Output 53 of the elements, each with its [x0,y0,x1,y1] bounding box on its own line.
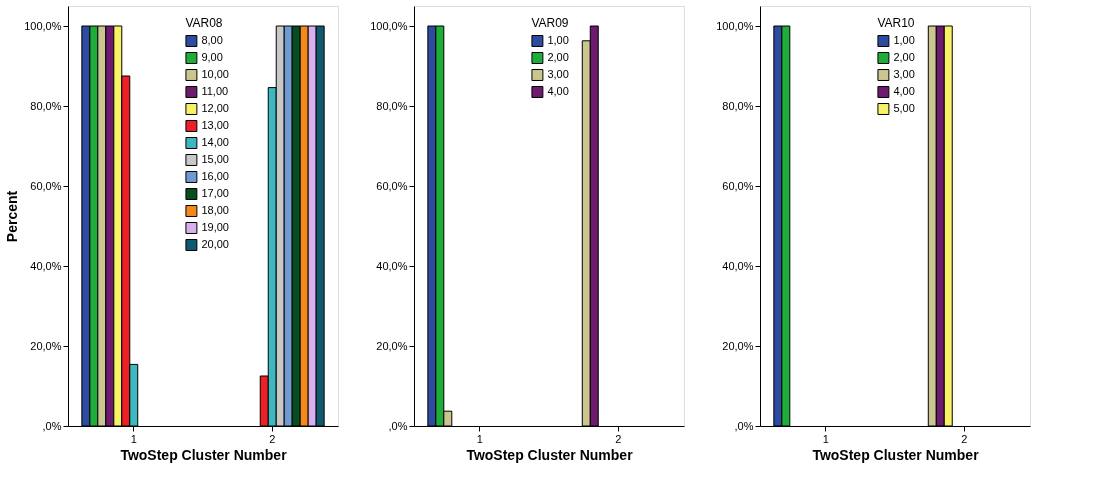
y-tick-label: 80,0% [30,99,62,112]
legend-label: 11,00 [201,85,229,97]
y-tick-label: 40,0% [30,259,62,272]
y-tick-label: ,0% [734,419,754,432]
legend-title: VAR08 [185,16,223,30]
x-axis-title: TwoStep Cluster Number [120,446,288,463]
y-tick-label: 40,0% [722,259,754,272]
legend-label: 5,00 [893,102,915,114]
y-axis-title: Percent [4,190,21,243]
legend-label: 18,00 [201,204,229,216]
legend-label: 3,00 [893,68,915,80]
legend-label: 14,00 [201,136,229,148]
x-axis-title: TwoStep Cluster Number [812,446,980,463]
legend-label: 20,00 [201,238,229,250]
legend-label: 4,00 [893,85,915,97]
legend-title: VAR09 [531,16,569,30]
y-tick-label: 20,0% [376,339,408,352]
legend-label: 2,00 [547,51,569,63]
legend-label: 1,00 [893,34,915,46]
y-tick-label: 80,0% [722,99,754,112]
y-tick-label: ,0% [42,419,62,432]
y-tick-label: 20,0% [30,339,62,352]
y-tick-label: 60,0% [30,179,62,192]
legend-label: 8,00 [201,34,223,46]
legend-label: 15,00 [201,153,229,165]
legend-label: 9,00 [201,51,223,63]
legend-title: VAR10 [877,16,915,30]
y-tick-label: 100,0% [24,19,62,32]
y-tick-label: 80,0% [376,99,408,112]
x-tick-label: 1 [476,432,483,445]
y-tick-label: 100,0% [716,19,754,32]
legend-label: 19,00 [201,221,229,233]
legend-label: 16,00 [201,170,229,182]
y-tick-label: 60,0% [722,179,754,192]
x-axis-title: TwoStep Cluster Number [466,446,634,463]
x-tick-label: 2 [615,432,622,445]
x-tick-label: 1 [130,432,137,445]
legend-label: 2,00 [893,51,915,63]
y-tick-label: 20,0% [722,339,754,352]
legend-label: 17,00 [201,187,229,199]
y-tick-label: 100,0% [370,19,408,32]
x-tick-label: 2 [269,432,276,445]
y-tick-label: ,0% [388,419,408,432]
y-tick-label: 60,0% [376,179,408,192]
y-tick-label: 40,0% [376,259,408,272]
legend-label: 1,00 [547,34,569,46]
x-tick-label: 2 [961,432,968,445]
legend-label: 4,00 [547,85,569,97]
legend-label: 10,00 [201,68,229,80]
legend-label: 3,00 [547,68,569,80]
legend-label: 13,00 [201,119,229,131]
x-tick-label: 1 [822,432,829,445]
legend-label: 12,00 [201,102,229,114]
